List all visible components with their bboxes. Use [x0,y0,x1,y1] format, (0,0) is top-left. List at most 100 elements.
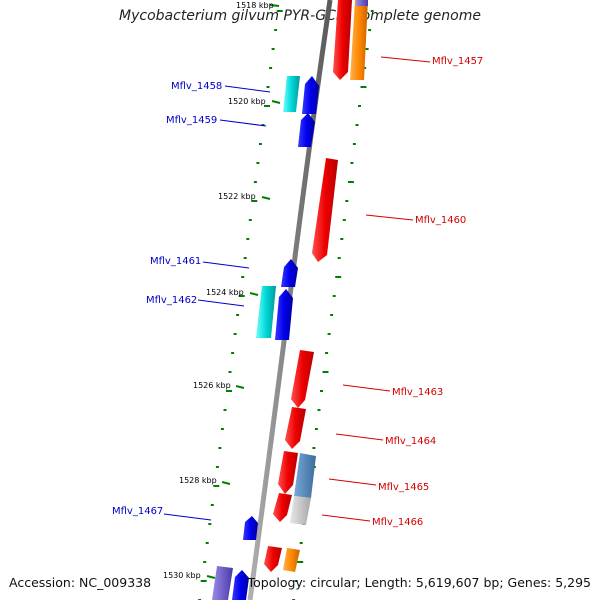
gene-violet-bottom[interactable] [212,566,233,600]
gc-dash [269,67,273,69]
gc-dash [256,162,260,164]
gc-dash [317,409,321,411]
tick-mark [269,4,280,7]
leader-mflv-1459 [219,119,267,127]
gc-dash [335,276,342,278]
gc-dash [355,124,359,126]
gene-cyan-2[interactable] [256,286,276,338]
label-mflv-1463[interactable]: Mflv_1463 [392,387,443,398]
gc-dash [297,561,304,563]
gc-dash [325,352,329,354]
gc-dash [261,124,265,126]
label-mflv-1465[interactable]: Mflv_1465 [378,482,429,493]
gc-dash [276,10,283,12]
leader-mflv-1461 [202,261,250,269]
map-title: Mycobacterium gilvum PYR-GCK, complete g… [119,8,481,24]
gc-dash [360,86,367,88]
gc-dash [350,162,354,164]
tick-label: 1528 kbp [179,476,217,485]
gene-red-bottom[interactable] [264,546,282,572]
label-mflv-1458[interactable]: Mflv_1458 [171,81,222,92]
gc-dash [345,200,349,202]
gc-dash [218,447,222,449]
gc-dash [327,333,331,335]
gc-dash [337,257,341,259]
gc-dash [236,314,240,316]
label-mflv-1464[interactable]: Mflv_1464 [385,436,436,447]
tick-mark [221,481,231,485]
gc-dash [203,561,207,563]
gc-dash [322,371,329,373]
gene-mflv-1467[interactable] [243,516,258,540]
gc-dash [228,371,232,373]
gene-mflv-1459[interactable] [298,113,315,147]
label-mflv-1460[interactable]: Mflv_1460 [415,215,466,226]
leader-mflv-1457 [380,56,431,63]
leader-mflv-1465 [328,478,377,486]
leader-mflv-1467 [163,513,212,521]
gc-dash [332,295,336,297]
gene-violet-top[interactable] [356,0,368,6]
leader-mflv-1460 [365,214,414,221]
label-mflv-1461[interactable]: Mflv_1461 [150,256,201,267]
gene-mflv-1458[interactable] [302,76,319,114]
tick-mark [249,292,259,296]
label-mflv-1467[interactable]: Mflv_1467 [112,506,163,517]
gene-mflv-1462[interactable] [275,289,293,340]
gene-mflv-1457[interactable] [333,0,352,80]
tick-label: 1522 kbp [218,192,256,201]
gc-dash [233,333,237,335]
gene-cyan-1[interactable] [283,76,300,112]
gc-dash [243,257,247,259]
gc-dash [238,295,245,297]
tick-mark [261,196,271,200]
tick-label: 1530 kbp [163,571,201,580]
gene-blue-bottom[interactable] [232,570,249,600]
gene-mflv-1461[interactable] [281,259,298,287]
gene-mflv-1465[interactable] [278,451,298,494]
gc-dash [299,542,303,544]
gc-dash [347,181,354,183]
tick-mark [235,385,245,389]
leader-mflv-1458 [224,85,271,93]
gc-dash [220,428,224,430]
gc-dash [340,238,344,240]
gc-dash [358,105,361,107]
gc-dash [200,580,207,582]
gc-dash [342,219,346,221]
gc-dash [271,48,275,50]
gc-dash [210,504,214,506]
gene-steelblue[interactable] [294,453,316,498]
label-mflv-1457[interactable]: Mflv_1457 [432,56,483,67]
label-leaders [163,56,431,522]
label-mflv-1466[interactable]: Mflv_1466 [372,517,423,528]
gc-dash [314,428,318,430]
gc-dash [363,67,367,69]
gc-dash [312,447,316,449]
leader-mflv-1463 [342,384,391,392]
gene-mflv-1464[interactable] [285,407,306,449]
gc-dash [274,29,278,31]
accession-text: Accession: NC_009338 [9,575,152,590]
gc-dash [253,181,257,183]
gene-mflv-1466[interactable] [273,493,292,522]
gene-mflv-1460[interactable] [312,158,338,262]
reverse-strand-genes [264,0,352,572]
leader-mflv-1464 [335,433,384,441]
gene-mflv-1463[interactable] [291,350,314,408]
gc-dash [370,10,374,12]
gc-dash [246,238,250,240]
gc-dash [248,219,252,221]
label-mflv-1462[interactable]: Mflv_1462 [146,295,197,306]
gc-dash [223,409,227,411]
label-mflv-1459[interactable]: Mflv_1459 [166,115,217,126]
gc-dash [320,390,323,392]
gc-dash [215,466,219,468]
gene-grey[interactable] [290,496,311,525]
gene-orange-top[interactable] [350,0,368,80]
gene-labels: Mflv_1457 Mflv_1458 Mflv_1459 Mflv_1460 … [112,56,483,528]
tick-label: 1518 kbp [236,1,274,10]
gc-dash [352,143,356,145]
tick-label: 1526 kbp [193,381,231,390]
gene-orange-bottom[interactable] [283,548,300,572]
